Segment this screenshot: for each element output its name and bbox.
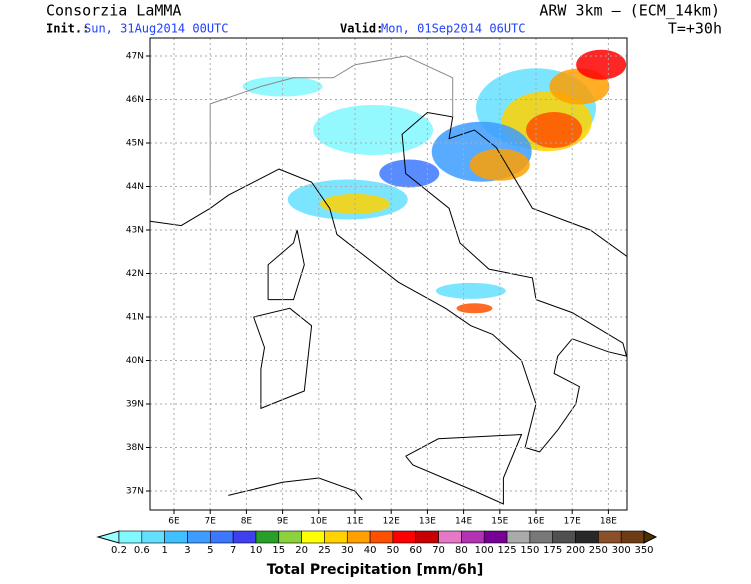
colorbar-title: Total Precipitation [mm/6h] [267,562,484,578]
lat-label: 47N [126,52,144,62]
colorbar-box [232,530,257,544]
colorbar-label: 40 [364,545,377,556]
colorbar-label: 175 [543,545,562,556]
colorbar-box [620,530,645,544]
colorbar-label: 10 [250,545,263,556]
precip-area [526,111,583,148]
colorbar-label: 20 [295,545,308,556]
colorbar-box [438,530,462,544]
map-area [150,38,627,510]
lat-label: 40N [126,356,144,366]
lon-label: 9E [277,517,289,527]
colorbar-box [392,530,417,544]
lon-label: 16E [527,517,544,527]
colorbar-box [164,530,188,544]
colorbar-box [369,530,394,544]
colorbar-box [301,530,325,544]
colorbar-label: 15 [272,545,285,556]
valid-label: Valid: [340,22,383,36]
colorbar-box [483,530,508,544]
colorbar-label: 60 [409,545,422,556]
valid: Mon, 01Sep2014 06UTC [381,22,526,36]
colorbar-box [552,530,576,544]
lon-label: 10E [310,517,327,527]
colorbar-label: 300 [612,545,631,556]
colorbar-label: 1 [161,545,167,556]
precip-area [435,282,506,299]
lon-label: 8E [241,517,253,527]
coastline [267,229,305,301]
colorbar-label: 350 [634,545,653,556]
colorbar-label: 50 [387,545,400,556]
colorbar-box [506,530,531,544]
lon-label: 18E [600,517,617,527]
lon-label: 11E [346,517,363,527]
precip-area [379,159,440,188]
colorbar-triangle [643,530,658,544]
colorbar-label: 0.2 [111,545,127,556]
colorbar-label: 250 [589,545,608,556]
lat-label: 43N [126,226,144,236]
lat-label: 37N [126,487,144,497]
lead-time: T=+30h [668,20,722,38]
title: Consorzia LaMMA [46,2,181,20]
colorbar-box [210,530,234,544]
init-label: Init.: [46,22,89,36]
border [209,55,454,196]
lon-label: 15E [491,517,508,527]
lat-label: 46N [126,95,144,105]
colorbar-label: 70 [432,545,445,556]
lat-label: 41N [126,313,144,323]
colorbar-label: 100 [475,545,494,556]
colorbar-box [529,530,553,544]
precip-area [313,104,434,155]
colorbar-label: 7 [230,545,236,556]
colorbar-label: 125 [497,545,516,556]
colorbar-box [118,530,143,544]
colorbar-label: 25 [318,545,331,556]
lon-label: 13E [419,517,436,527]
init: Sun, 31Aug2014 00UTC [84,22,229,36]
lat-label: 45N [126,139,144,149]
colorbar-box [278,530,302,544]
lon-label: 6E [168,517,180,527]
lon-label: 12E [383,517,400,527]
colorbar-box [575,530,599,544]
colorbar-label: 80 [455,545,468,556]
colorbar-box [415,530,439,544]
colorbar-box [461,530,485,544]
lat-label: 42N [126,269,144,279]
colorbar-box [346,530,371,544]
colorbar-box [255,530,280,544]
colorbar-box [598,530,622,544]
colorbar-box [324,530,348,544]
colorbar-box [141,530,165,544]
lat-label: 39N [126,400,144,410]
colorbar-label: 5 [207,545,213,556]
colorbar-box [187,530,211,544]
lon-label: 7E [204,517,216,527]
colorbar-label: 150 [520,545,539,556]
lat-label: 38N [126,443,144,453]
lon-label: 17E [564,517,581,527]
colorbar-label: 0.6 [134,545,150,556]
lon-label: 14E [455,517,472,527]
colorbar-label: 30 [341,545,354,556]
colorbar-triangle [96,530,120,544]
coastline [405,433,523,505]
model: ARW 3km – (ECM_14km) [539,2,720,20]
lat-label: 44N [126,182,144,192]
precip-area [242,76,323,97]
precip-area [576,49,627,80]
precip-area [456,303,493,314]
coastline [228,477,363,501]
colorbar-label: 3 [184,545,190,556]
colorbar-label: 200 [566,545,585,556]
